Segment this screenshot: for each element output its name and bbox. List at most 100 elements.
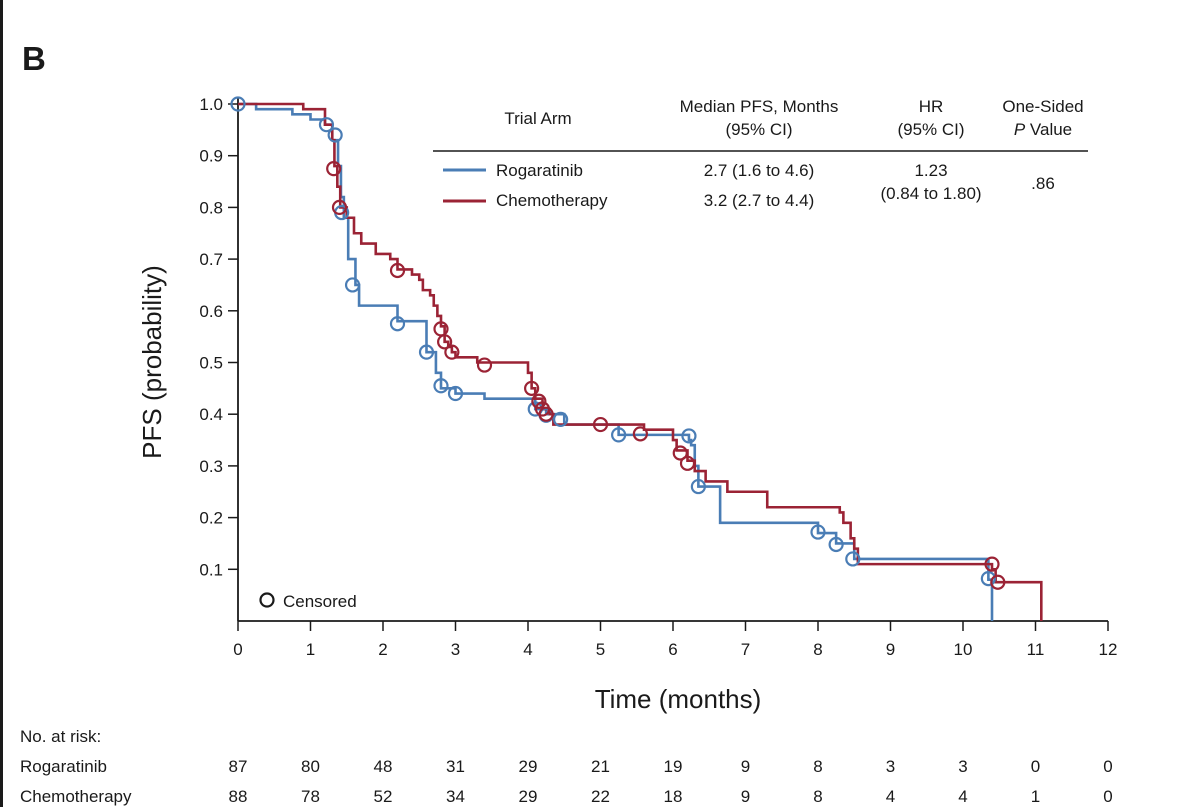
legend-row-chemotherapy-median: 3.2 (2.7 to 4.4) [704,191,815,210]
risk-value: 29 [518,787,538,806]
y-tick-label: 0.1 [199,560,223,579]
axes-layer: 0 1 2 3 4 5 6 7 8 9 10 11 120.10.20.30.40.50.60.70.8… [199,95,1117,659]
risk-value: 18 [663,787,683,806]
risk-row-label: Rogaratinib [20,757,107,776]
y-tick-label: 0.7 [199,250,223,269]
censored-legend-label: Censored [283,592,357,611]
risk-value: 0 [1103,787,1113,806]
censored-mark-chemotherapy [389,262,406,279]
risk-row-label: Chemotherapy [20,787,132,806]
censored-mark-chemotherapy [679,455,696,471]
risk-value: 1 [1030,787,1041,806]
x-axis-label: Time (months) [595,684,762,714]
censored-mark-chemotherapy [326,161,342,177]
risk-value: 87 [228,757,248,776]
risk-value: 4 [958,787,968,806]
risk-value: 3 [958,757,968,776]
censored-legend: Censored [259,592,357,611]
censored-mark-chemotherapy [476,357,493,373]
risk-value: 78 [301,787,320,806]
censored-mark-rogaratinib [230,96,246,112]
x-tick-label: 5 [596,640,605,659]
y-tick-label: 0.4 [199,405,223,424]
x-tick-label: 8 [813,640,822,659]
legend-header-p-rest: Value [1025,120,1072,139]
y-tick-label: 0.5 [199,354,223,373]
y-axis-label: PFS (probability) [137,265,167,459]
risk-value: 9 [740,787,751,806]
risk-value: 88 [228,787,248,806]
risk-value: 34 [446,787,465,806]
censored-mark-rogaratinib [611,427,627,443]
legend-header-p-2: P Value [1014,120,1072,139]
censored-mark-chemotherapy [524,380,540,396]
x-tick-label: 6 [668,640,677,659]
risk-value: 8 [813,757,823,776]
x-tick-label: 7 [741,640,750,659]
censored-mark-chemotherapy [672,445,688,461]
x-tick-label: 4 [523,640,532,659]
x-tick-label: 11 [1027,640,1045,659]
legend-row-rogaratinib-median: 2.7 (1.6 to 4.6) [704,161,815,180]
risk-value: 0 [1030,757,1041,776]
censored-legend-marker [259,592,275,608]
x-tick-label: 1 [306,640,315,659]
legend-header-median-1: Median PFS, Months [680,97,839,116]
y-tick-label: 0.3 [199,457,223,476]
legend-header-hr-2: (95% CI) [897,120,964,139]
legend-header-median-2: (95% CI) [725,120,792,139]
x-tick-label: 2 [378,640,387,659]
legend-row-chemotherapy-arm: Chemotherapy [496,191,608,210]
censored-mark-rogaratinib [327,127,343,143]
censored-mark-chemotherapy [531,393,547,409]
censored-mark-rogaratinib [845,551,861,567]
y-tick-label: 0.8 [199,198,223,217]
risk-value: 4 [885,787,896,806]
censored-mark-chemotherapy [331,199,348,215]
censored-mark-rogaratinib [389,316,406,332]
risk-value: 52 [373,787,393,806]
y-tick-label: 0.6 [199,302,223,321]
censored-mark-rogaratinib [553,411,569,427]
censored-mark-chemotherapy [444,344,460,360]
legend-header-arm: Trial Arm [504,109,571,128]
censored-mark-rogaratinib [810,524,826,540]
y-tick-label: 0.2 [199,509,223,528]
censored-mark-rogaratinib [447,385,464,402]
y-tick-label: 0.9 [199,147,223,166]
x-tick-label: 0 [233,640,242,659]
series-layer [230,96,1043,621]
legend-hr-value: 1.23 [914,161,947,180]
figure-border [0,0,3,807]
risk-value: 8 [813,787,823,806]
risk-table-title: No. at risk: [20,727,102,746]
risk-value: 3 [885,757,896,776]
risk-value: 29 [518,757,538,776]
risk-value: 80 [301,757,320,776]
series-line-rogaratinib [238,102,994,621]
legend-header-p-italic: P [1014,120,1026,139]
risk-value: 0 [1103,757,1113,776]
censored-mark-rogaratinib [828,536,844,553]
risk-value: 31 [446,757,465,776]
censored-mark-chemotherapy [538,406,554,422]
x-tick-label: 10 [954,640,973,659]
censored-mark-rogaratinib [980,571,996,587]
y-tick-label: 1.0 [199,95,223,114]
risk-value: 22 [591,787,610,806]
risk-value: 9 [740,757,751,776]
censored-mark-chemotherapy [632,426,648,442]
x-tick-label: 9 [886,640,895,659]
x-tick-label: 3 [451,640,460,659]
series-line-chemotherapy [238,102,1043,621]
legend-header-p-1: One-Sided [1002,97,1083,116]
panel-label: B [22,40,46,77]
x-tick-label: 12 [1099,640,1118,659]
legend-header-hr-1: HR [919,97,944,116]
risk-value: 19 [663,757,683,776]
censored-mark-rogaratinib [344,277,361,293]
censored-mark-rogaratinib [690,478,706,495]
censored-mark-rogaratinib [418,344,435,360]
risk-value: 48 [373,757,393,776]
censored-mark-chemotherapy [592,416,609,433]
